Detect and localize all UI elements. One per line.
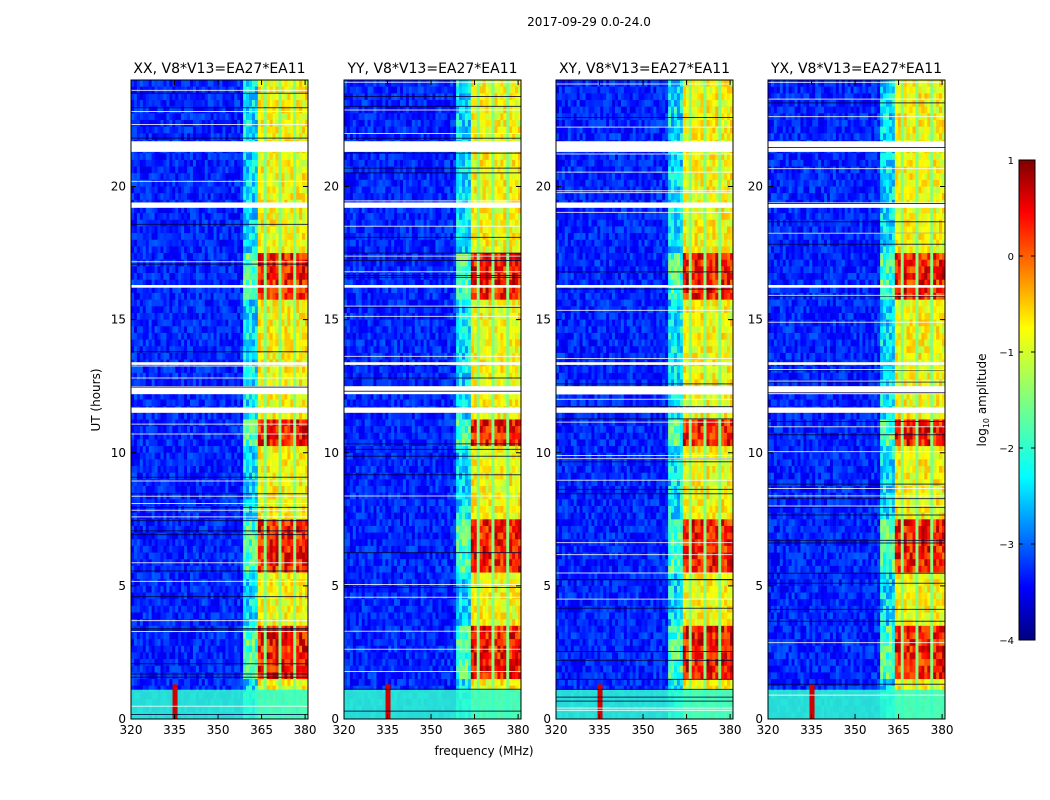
x-tick-label: 350 <box>844 723 867 737</box>
panel-xx: XX, V8*V13=EA27*EA11 320 335 350 365 380 0 5 10 1… <box>111 61 317 737</box>
colorbar-tick-label: 1 <box>1008 156 1014 167</box>
y-tick-label: 0 <box>118 712 126 726</box>
y-tick-label: 15 <box>111 313 126 327</box>
x-tick-label: 365 <box>887 723 910 737</box>
panel-title-yy: YY, V8*V13=EA27*EA11 <box>346 61 517 77</box>
x-tick-label: 350 <box>207 723 230 737</box>
y-tick-label: 20 <box>324 180 339 194</box>
y-tick-label: 10 <box>748 446 763 460</box>
y-tick-label: 15 <box>324 313 339 327</box>
x-tick-label: 335 <box>588 723 611 737</box>
colorbar-tick-label: −4 <box>999 636 1014 647</box>
panels-group: XX, V8*V13=EA27*EA11 320 335 350 365 380 0 5 10 1… <box>111 61 954 737</box>
colorbar-tick-label: −1 <box>999 348 1014 359</box>
y-tick-label: 5 <box>118 579 126 593</box>
y-tick-label: 5 <box>331 579 339 593</box>
panel-yx: YX, V8*V13=EA27*EA11 320 335 350 365 380 0 5 10 1… <box>748 61 954 737</box>
y-tick-label: 0 <box>755 712 763 726</box>
x-tick-label: 320 <box>333 723 356 737</box>
colorbar-label-rest: amplitude <box>975 354 989 418</box>
y-tick-label: 20 <box>748 180 763 194</box>
heatmap-image <box>131 80 308 719</box>
y-tick-label: 10 <box>111 446 126 460</box>
x-axis-label: frequency (MHz) <box>434 744 533 758</box>
colorbar-gradient <box>1018 159 1036 641</box>
x-tick-label: 335 <box>163 723 186 737</box>
y-tick-label: 15 <box>748 313 763 327</box>
x-tick-label: 335 <box>376 723 399 737</box>
panel-frame <box>555 79 734 720</box>
colorbar-ticks: 1 0 −1 −2 −3 −4 <box>999 156 1035 647</box>
x-tick-label: 380 <box>719 723 742 737</box>
panel-xy: XY, V8*V13=EA27*EA11 320 335 350 365 380 0 5 10 1… <box>536 61 742 737</box>
x-tick-label: 365 <box>250 723 273 737</box>
panel-yy: YY, V8*V13=EA27*EA11 320 335 350 365 380 0 5 10 1… <box>324 61 530 737</box>
panel-title-xx: XX, V8*V13=EA27*EA11 <box>133 61 305 77</box>
x-tick-label: 335 <box>800 723 823 737</box>
heatmap-image <box>768 80 945 719</box>
colorbar-tick-label: −3 <box>999 540 1014 551</box>
x-tick-label: 380 <box>507 723 530 737</box>
x-tick-label: 350 <box>632 723 655 737</box>
y-tick-label: 15 <box>536 313 551 327</box>
y-tick-label: 20 <box>536 180 551 194</box>
y-tick-label: 5 <box>543 579 551 593</box>
y-tick-label: 0 <box>331 712 339 726</box>
y-tick-label: 20 <box>111 180 126 194</box>
figure-suptitle: 2017-09-29 0.0-24.0 <box>527 15 651 29</box>
x-tick-label: 320 <box>757 723 780 737</box>
colorbar-tick-label: 0 <box>1008 252 1014 263</box>
panel-title-yx: YX, V8*V13=EA27*EA11 <box>770 61 942 77</box>
panel-frame <box>767 79 946 720</box>
panel-frame <box>343 79 522 720</box>
colorbar: 10−1−2−3−4 log10 amplitude <box>975 156 1036 647</box>
heatmap-image <box>344 80 521 719</box>
x-tick-label: 350 <box>420 723 443 737</box>
x-tick-label: 365 <box>463 723 486 737</box>
panel-title-xy: XY, V8*V13=EA27*EA11 <box>559 61 730 77</box>
y-tick-label: 0 <box>543 712 551 726</box>
colorbar-label-main: log <box>975 428 989 446</box>
x-tick-label: 320 <box>545 723 568 737</box>
y-tick-label: 10 <box>536 446 551 460</box>
y-tick-label: 5 <box>755 579 763 593</box>
x-tick-label: 380 <box>931 723 954 737</box>
y-tick-label: 10 <box>324 446 339 460</box>
x-tick-label: 380 <box>294 723 317 737</box>
heatmap-image <box>556 80 733 719</box>
y-axis-label: UT (hours) <box>89 368 103 431</box>
panel-frame <box>130 79 309 720</box>
colorbar-label-sub: 10 <box>982 418 991 428</box>
x-tick-label: 365 <box>675 723 698 737</box>
colorbar-label: log10 amplitude <box>975 354 991 447</box>
x-tick-label: 320 <box>120 723 143 737</box>
colorbar-tick-label: −2 <box>999 444 1014 455</box>
